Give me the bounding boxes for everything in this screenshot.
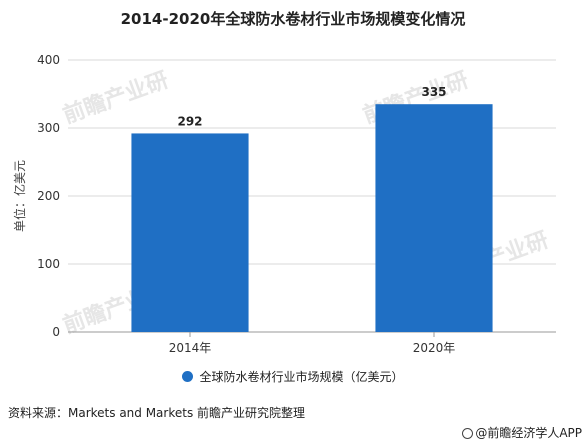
bar-chart: 0 100 200 300 400 单位：亿美元 292 2014年 335 2020年 [12,53,556,355]
brand-logo-icon [462,428,474,439]
brand-text: @前瞻经济学人APP [475,426,582,440]
y-axis-label: 单位：亿美元 [12,160,27,232]
y-tick-label: 100 [37,257,60,271]
y-tick-label: 0 [52,325,60,339]
legend-swatch [182,371,194,382]
y-tick-label: 400 [37,53,60,67]
x-tick-label: 2020年 [413,341,456,355]
y-tick-label: 200 [37,189,60,203]
bar [131,133,249,332]
chart-title: 2014-2020年全球防水卷材行业市场规模变化情况 [120,10,466,28]
data-label: 335 [421,85,446,99]
bar [375,104,493,332]
legend-label: 全球防水卷材行业市场规模（亿美元） [199,370,404,384]
x-tick-label: 2014年 [169,341,212,355]
y-tick-label: 300 [37,121,60,135]
legend: 全球防水卷材行业市场规模（亿美元） [0,368,586,385]
brand-label: @前瞻经济学人APP [462,424,582,441]
source-note: 资料来源：Markets and Markets 前瞻产业研究院整理 [8,406,306,420]
data-label: 292 [177,114,202,128]
